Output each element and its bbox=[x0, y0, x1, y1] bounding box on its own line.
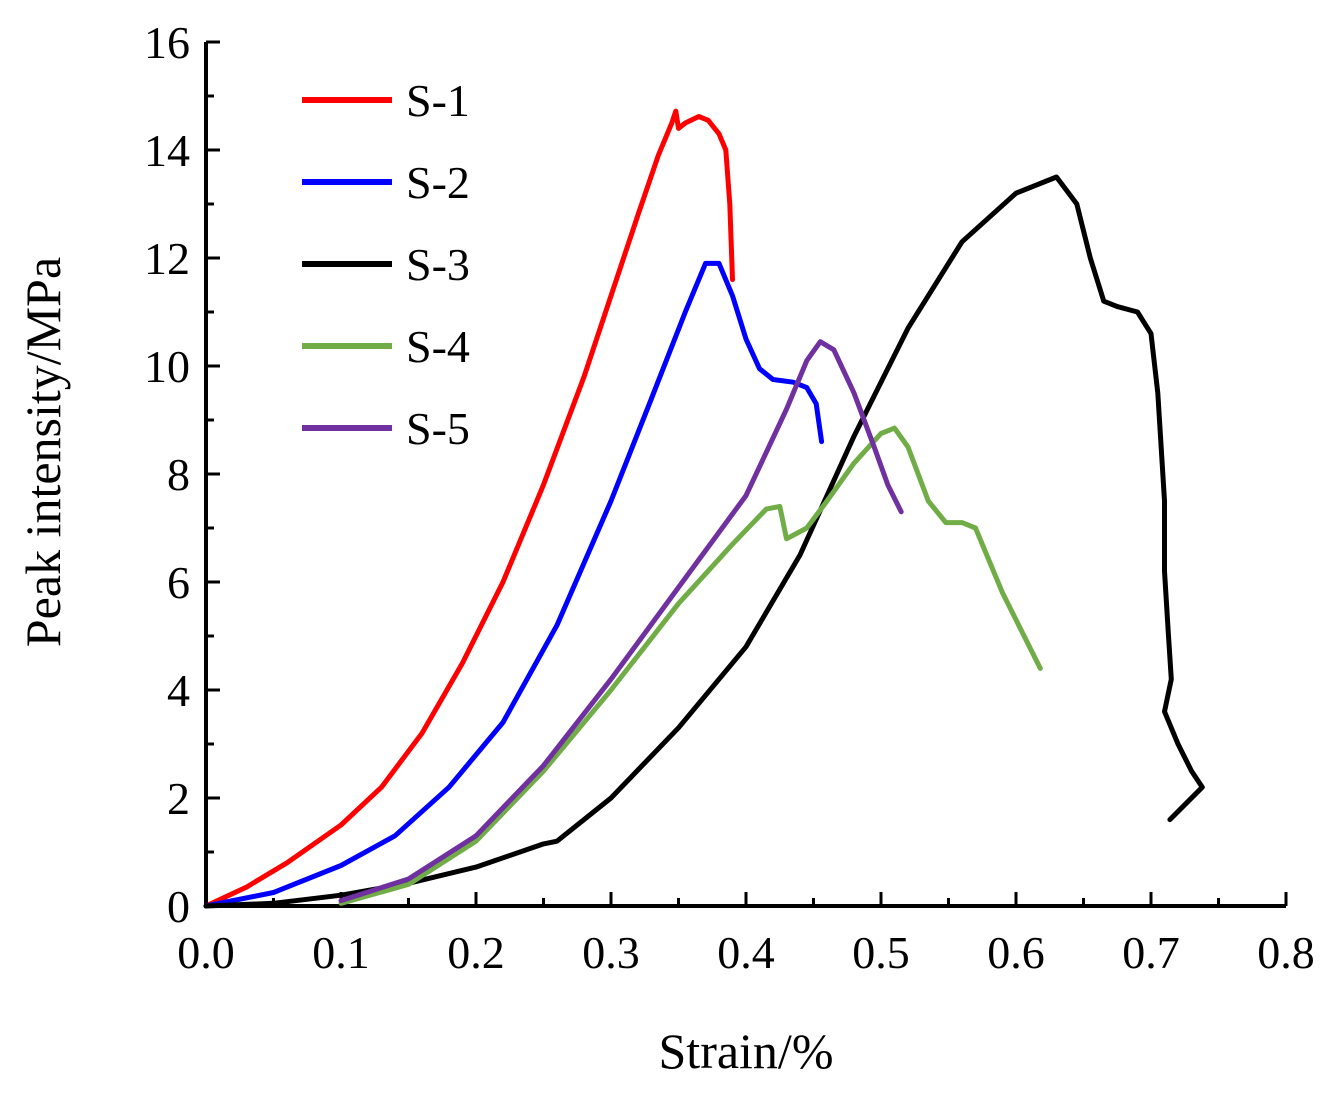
legend-label-s-1: S-1 bbox=[406, 75, 470, 126]
y-tick-label: 8 bbox=[167, 449, 190, 500]
y-tick-label: 14 bbox=[144, 125, 190, 176]
ticks: 0.0 0.1 0.2 0.3 0.4 0.5 0.6 0.7 0.8 0 2 4 6 8 10 12 14 16 bbox=[144, 17, 1315, 978]
y-axis-title: Peak intensity/MPa bbox=[15, 257, 71, 647]
y-tick-label: 10 bbox=[144, 341, 190, 392]
plot-area bbox=[204, 42, 1286, 908]
x-tick-label: 0.4 bbox=[717, 927, 775, 978]
legend-label-s-3: S-3 bbox=[406, 239, 470, 290]
y-tick-label: 6 bbox=[167, 557, 190, 608]
series-line-s-3 bbox=[203, 174, 1205, 909]
x-tick-label: 0.8 bbox=[1257, 927, 1315, 978]
y-tick-label: 0 bbox=[167, 881, 190, 932]
y-tick-label: 2 bbox=[167, 773, 190, 824]
series-layer bbox=[203, 108, 1205, 909]
y-tick-label: 12 bbox=[144, 233, 190, 284]
y-tick-label: 4 bbox=[167, 665, 190, 716]
legend-label-s-5: S-5 bbox=[406, 403, 470, 454]
series-line-s-2 bbox=[203, 260, 825, 909]
y-tick-label: 16 bbox=[144, 17, 190, 68]
series-line-s-1 bbox=[203, 108, 735, 909]
x-tick-label: 0.0 bbox=[177, 927, 235, 978]
legend-label-s-2: S-2 bbox=[406, 157, 470, 208]
x-tick-label: 0.1 bbox=[312, 927, 370, 978]
x-tick-label: 0.2 bbox=[447, 927, 505, 978]
x-axis-title: Strain/% bbox=[659, 1023, 834, 1079]
x-tick-label: 0.5 bbox=[852, 927, 910, 978]
legend: S-1 S-2 S-3 S-4 S-5 bbox=[302, 75, 470, 454]
x-tick-label: 0.3 bbox=[582, 927, 640, 978]
legend-label-s-4: S-4 bbox=[406, 321, 470, 372]
series-line-s-4 bbox=[338, 425, 1043, 906]
x-tick-label: 0.6 bbox=[987, 927, 1045, 978]
series-line-s-5 bbox=[338, 339, 904, 904]
x-tick-label: 0.7 bbox=[1122, 927, 1180, 978]
